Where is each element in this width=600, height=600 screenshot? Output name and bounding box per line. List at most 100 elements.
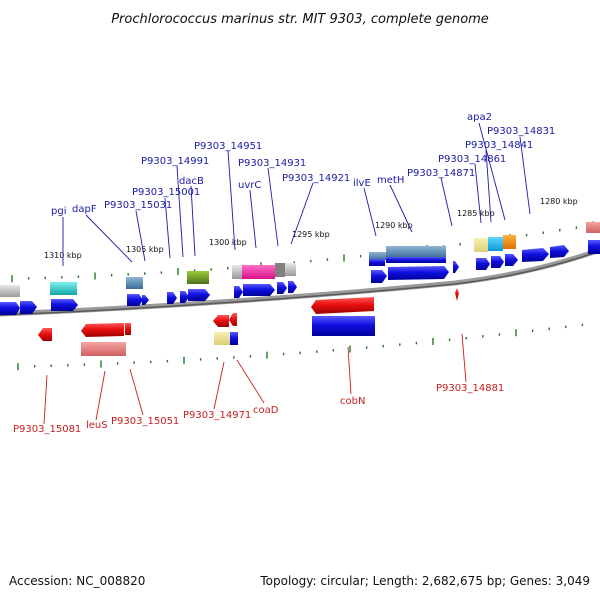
gene-label-uvrC: uvrC xyxy=(238,180,261,191)
leader-line xyxy=(213,361,225,410)
gene-arrow xyxy=(142,295,149,305)
gene-arrow xyxy=(243,284,275,296)
minus-feature-boxes xyxy=(81,316,375,356)
leader-line xyxy=(519,136,531,215)
leader-line xyxy=(190,185,196,257)
feature-box xyxy=(386,246,446,258)
gene-arrow xyxy=(505,254,518,266)
gene-label-leuS: leuS xyxy=(86,420,108,431)
gene-arrow xyxy=(188,289,210,301)
gene-label-P9303_14841: P9303_14841 xyxy=(465,140,533,151)
gene-arrow xyxy=(127,294,143,306)
feature-box xyxy=(285,263,296,276)
gene-label-P9303_14971: P9303_14971 xyxy=(183,410,251,421)
gene-label-P9303_14921: P9303_14921 xyxy=(282,173,350,184)
leader-line xyxy=(95,370,106,421)
gene-arrow xyxy=(388,266,449,280)
leader-line xyxy=(236,359,265,404)
gene-label-P9303_15031: P9303_15031 xyxy=(104,200,172,211)
gene-label-apa2: apa2 xyxy=(467,112,492,123)
feature-box xyxy=(214,332,230,345)
feature-box xyxy=(312,316,375,336)
gene-arrow xyxy=(371,270,387,283)
lower-scale-ticks xyxy=(17,323,584,371)
feature-box xyxy=(474,238,488,252)
leader-line xyxy=(249,189,257,249)
gene-label-P9303_14831: P9303_14831 xyxy=(487,126,555,137)
gene-arrow xyxy=(288,281,297,293)
gene-arrow xyxy=(277,282,287,294)
genome-backbone xyxy=(0,247,600,317)
plus-strand-genes xyxy=(0,240,600,315)
leader-line xyxy=(485,149,492,223)
gene-arrow xyxy=(453,261,459,273)
leader-line xyxy=(440,177,453,227)
gene-label-metH: metH xyxy=(377,175,404,186)
gene-label-P9303_14871: P9303_14871 xyxy=(407,168,475,179)
gene-label-dacB: dacB xyxy=(179,176,204,187)
leader-line xyxy=(129,368,144,416)
scale-label-1290: 1290 kbp xyxy=(375,221,413,230)
gene-label-coaD: coaD xyxy=(253,405,279,416)
feature-box xyxy=(369,252,386,260)
gene-arrow xyxy=(0,302,20,315)
gene-label-P9303_14931: P9303_14931 xyxy=(238,158,306,169)
gene-label-P9303_14991: P9303_14991 xyxy=(141,156,209,167)
feature-box xyxy=(230,332,238,345)
leader-line xyxy=(389,184,413,233)
plus-strand-labels: pgi dapF P9303_15031 P9303_15001 P9303_1… xyxy=(51,112,555,217)
minus-leader-lines xyxy=(43,333,467,425)
leader-line xyxy=(478,122,506,221)
gene-arrow xyxy=(455,288,459,301)
leader-line xyxy=(227,150,236,251)
leader-line xyxy=(85,214,133,263)
accession-text: Accession: NC_008820 xyxy=(9,574,145,588)
leader-line xyxy=(267,167,279,247)
gene-label-pgi: pgi xyxy=(51,206,66,217)
gene-arrow xyxy=(38,328,52,341)
gene-label-P9303_15051: P9303_15051 xyxy=(111,416,179,427)
gene-arrow xyxy=(20,301,37,314)
gene-label-P9303_15001: P9303_15001 xyxy=(132,187,200,198)
gene-block xyxy=(588,240,600,254)
gene-arrow xyxy=(180,291,189,303)
gene-arrow xyxy=(476,258,490,270)
gene-label-dapF: dapF xyxy=(72,204,97,215)
feature-box xyxy=(503,235,516,249)
scale-label-1295: 1295 kbp xyxy=(292,230,330,239)
feature-box xyxy=(126,277,143,289)
scale-label-1300: 1300 kbp xyxy=(209,238,247,247)
gene-arrow xyxy=(550,245,569,258)
gene-arrow xyxy=(51,299,78,311)
feature-box xyxy=(232,265,242,279)
leader-line xyxy=(290,182,314,245)
leader-line xyxy=(363,187,377,237)
gene-arrow xyxy=(234,286,243,298)
leader-line xyxy=(461,333,467,383)
leader-line xyxy=(176,165,184,258)
gene-label-cobN: cobN xyxy=(340,396,365,407)
gene-label-P9303_14861: P9303_14861 xyxy=(438,154,506,165)
gene-label-ilvE: ilvE xyxy=(353,178,371,189)
minus-strand-labels: P9303_15081 leuS P9303_15051 P9303_14971… xyxy=(13,383,504,435)
genome-summary-text: Topology: circular; Length: 2,682,675 bp… xyxy=(259,574,590,588)
gene-arrow xyxy=(311,297,374,314)
gene-label-P9303_14881: P9303_14881 xyxy=(436,383,504,394)
map-title: Prochlorococcus marinus str. MIT 9303, c… xyxy=(111,12,489,27)
gene-block xyxy=(386,257,446,263)
feature-box xyxy=(187,271,209,284)
gene-arrow xyxy=(229,313,237,326)
plus-leader-lines xyxy=(62,122,531,266)
scale-label-1280: 1280 kbp xyxy=(540,197,578,206)
leader-line xyxy=(347,346,352,395)
gene-label-P9303_14951: P9303_14951 xyxy=(194,141,262,152)
gene-arrow xyxy=(522,248,549,262)
feature-box xyxy=(50,282,77,295)
leader-line xyxy=(474,163,482,224)
feature-box xyxy=(586,222,600,233)
scale-label-1305: 1305 kbp xyxy=(126,245,164,254)
minus-strand-genes xyxy=(38,288,459,341)
feature-box xyxy=(242,265,275,279)
gene-block xyxy=(369,259,385,266)
